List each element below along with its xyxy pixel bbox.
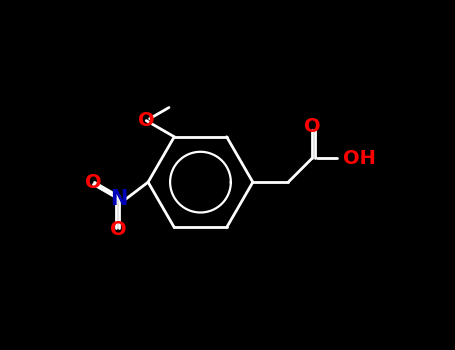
Text: O: O [111, 220, 127, 239]
Text: O: O [85, 173, 102, 193]
Text: O: O [138, 111, 155, 130]
Text: O: O [304, 117, 320, 136]
Text: OH: OH [343, 149, 376, 168]
Text: N: N [110, 189, 127, 209]
